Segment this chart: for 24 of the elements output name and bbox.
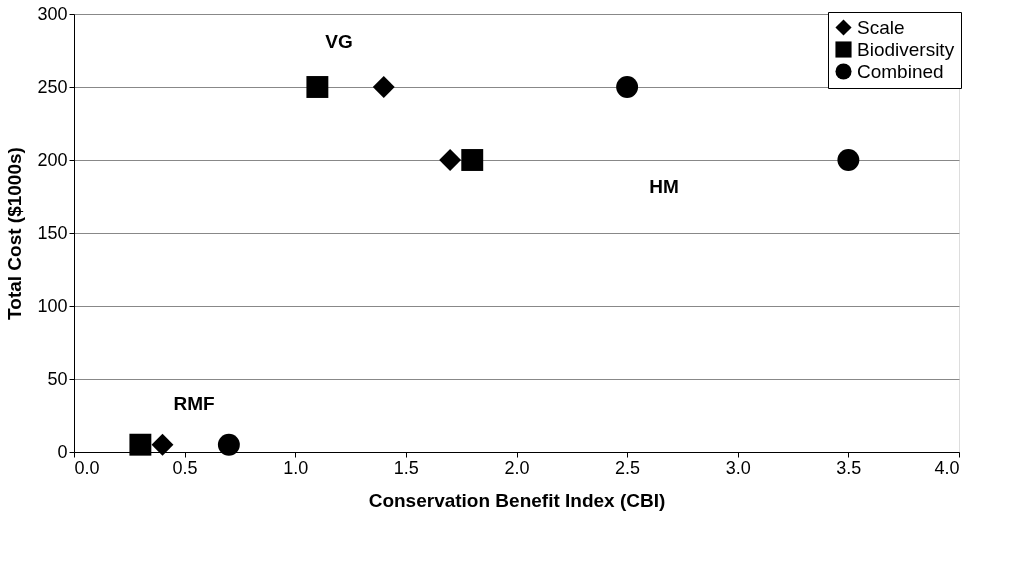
x-tick-label: 3.0 bbox=[725, 457, 751, 478]
x-tick-label: 1.5 bbox=[393, 457, 419, 478]
y-tick-label: 250 bbox=[37, 76, 68, 97]
legend-label: Scale bbox=[857, 16, 905, 38]
x-tick-label: 3.5 bbox=[836, 457, 862, 478]
x-tick-label: 4.0 bbox=[934, 457, 960, 478]
annotation: HM bbox=[649, 176, 679, 197]
x-tick-label: 2.0 bbox=[504, 457, 530, 478]
y-tick-label: 200 bbox=[37, 149, 68, 170]
y-tick-label: 50 bbox=[47, 368, 68, 389]
y-tick-label: 150 bbox=[37, 222, 68, 243]
legend-label: Biodiversity bbox=[857, 38, 955, 60]
y-tick-label: 300 bbox=[37, 3, 68, 24]
x-tick-label: 1.0 bbox=[283, 457, 309, 478]
x-axis-title: Conservation Benefit Index (CBI) bbox=[368, 489, 666, 511]
x-tick-label: 0.0 bbox=[74, 457, 100, 478]
annotation: RMF bbox=[173, 393, 215, 414]
x-tick-label: 0.5 bbox=[172, 457, 198, 478]
y-axis-title: Total Cost ($1000s) bbox=[4, 147, 26, 320]
x-tick-label: 2.5 bbox=[615, 457, 641, 478]
annotation: VG bbox=[325, 31, 353, 52]
y-tick-label: 0 bbox=[57, 441, 68, 462]
y-tick-label: 100 bbox=[37, 295, 68, 316]
legend-label: Combined bbox=[857, 60, 944, 82]
